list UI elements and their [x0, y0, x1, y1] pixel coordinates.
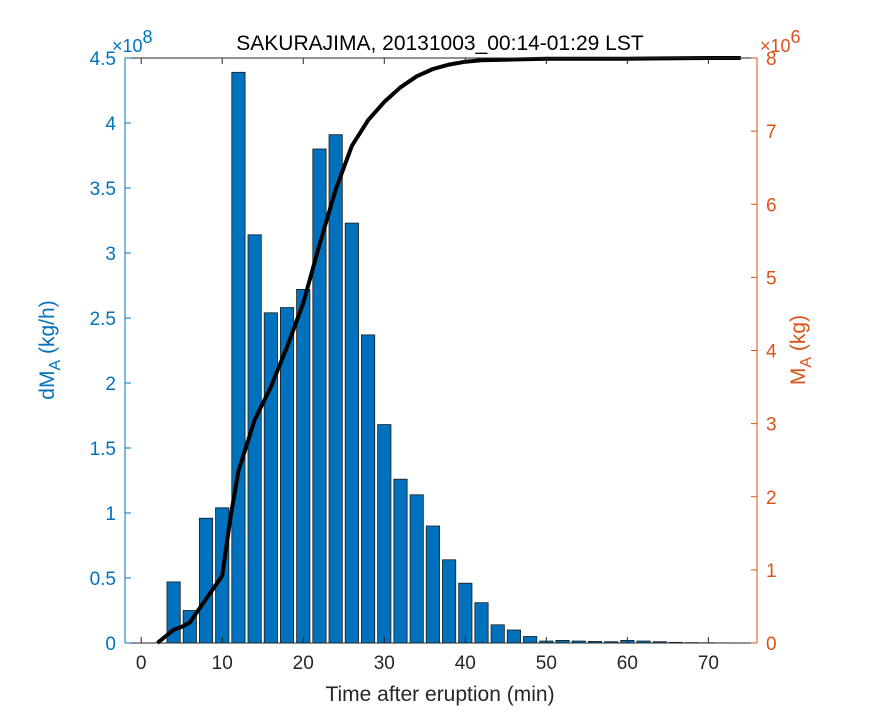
x-tick-label: 0	[136, 653, 147, 674]
right-multiplier: ×106	[760, 27, 801, 56]
left-tick-label: 4	[105, 114, 116, 135]
x-tick-group: 0 10 20 30 40 50 60 70	[136, 58, 719, 674]
bar	[409, 494, 424, 644]
chart-title: SAKURAJIMA, 20131003_00:14-01:29 LST	[236, 32, 644, 55]
left-tick-label: 1	[105, 504, 116, 525]
left-tick-label: 3	[105, 244, 116, 265]
bar	[296, 288, 311, 644]
left-tick-label: 1.5	[90, 439, 116, 460]
left-tick-label: 3.5	[90, 179, 116, 200]
bar	[393, 478, 408, 644]
right-tick-label: 6	[766, 195, 777, 216]
plot-area	[125, 58, 757, 643]
left-multiplier: ×108	[112, 27, 153, 56]
x-tick-label: 40	[455, 653, 476, 674]
bar	[377, 424, 392, 644]
right-tick-label: 0	[766, 634, 777, 655]
right-tick-group: 0 1 2 3 4 5 6 7 8	[751, 49, 777, 655]
right-axis-label: MA (kg)	[787, 315, 815, 385]
bar	[263, 312, 278, 644]
x-tick-label: 20	[293, 653, 314, 674]
x-tick-label: 10	[212, 653, 233, 674]
bar	[231, 71, 246, 644]
left-tick-label: 2.5	[90, 309, 116, 330]
x-axis-label: Time after eruption (min)	[325, 683, 554, 706]
bar-series	[166, 71, 732, 644]
left-tick-label: 4.5	[90, 49, 116, 70]
bar	[458, 582, 473, 644]
bar	[506, 629, 521, 644]
right-tick-label: 4	[766, 342, 777, 363]
bar	[442, 559, 457, 644]
x-tick-label: 70	[698, 653, 719, 674]
bar	[425, 525, 440, 644]
right-tick-label: 7	[766, 122, 777, 143]
bar	[344, 222, 359, 644]
right-tick-label: 5	[766, 268, 777, 289]
left-axis-label: dMA (kg/h)	[36, 300, 64, 399]
right-tick-label: 3	[766, 415, 777, 436]
left-tick-group: 0 0.5 1 1.5 2 2.5 3 3.5 4 4.5	[90, 49, 131, 655]
left-tick-label: 0	[105, 634, 116, 655]
bar	[474, 602, 489, 644]
bar	[198, 517, 214, 644]
left-tick-label: 2	[105, 374, 116, 395]
x-tick-label: 60	[617, 653, 638, 674]
right-tick-label: 8	[766, 49, 777, 70]
right-tick-label: 2	[766, 488, 777, 509]
bar	[490, 624, 505, 644]
bar	[523, 636, 538, 644]
bar	[361, 334, 376, 644]
x-tick-label: 50	[536, 653, 557, 674]
right-tick-label: 1	[766, 561, 777, 582]
cumulative-mass-line	[156, 56, 741, 645]
left-tick-label: 0.5	[90, 569, 116, 590]
x-tick-label: 30	[374, 653, 395, 674]
